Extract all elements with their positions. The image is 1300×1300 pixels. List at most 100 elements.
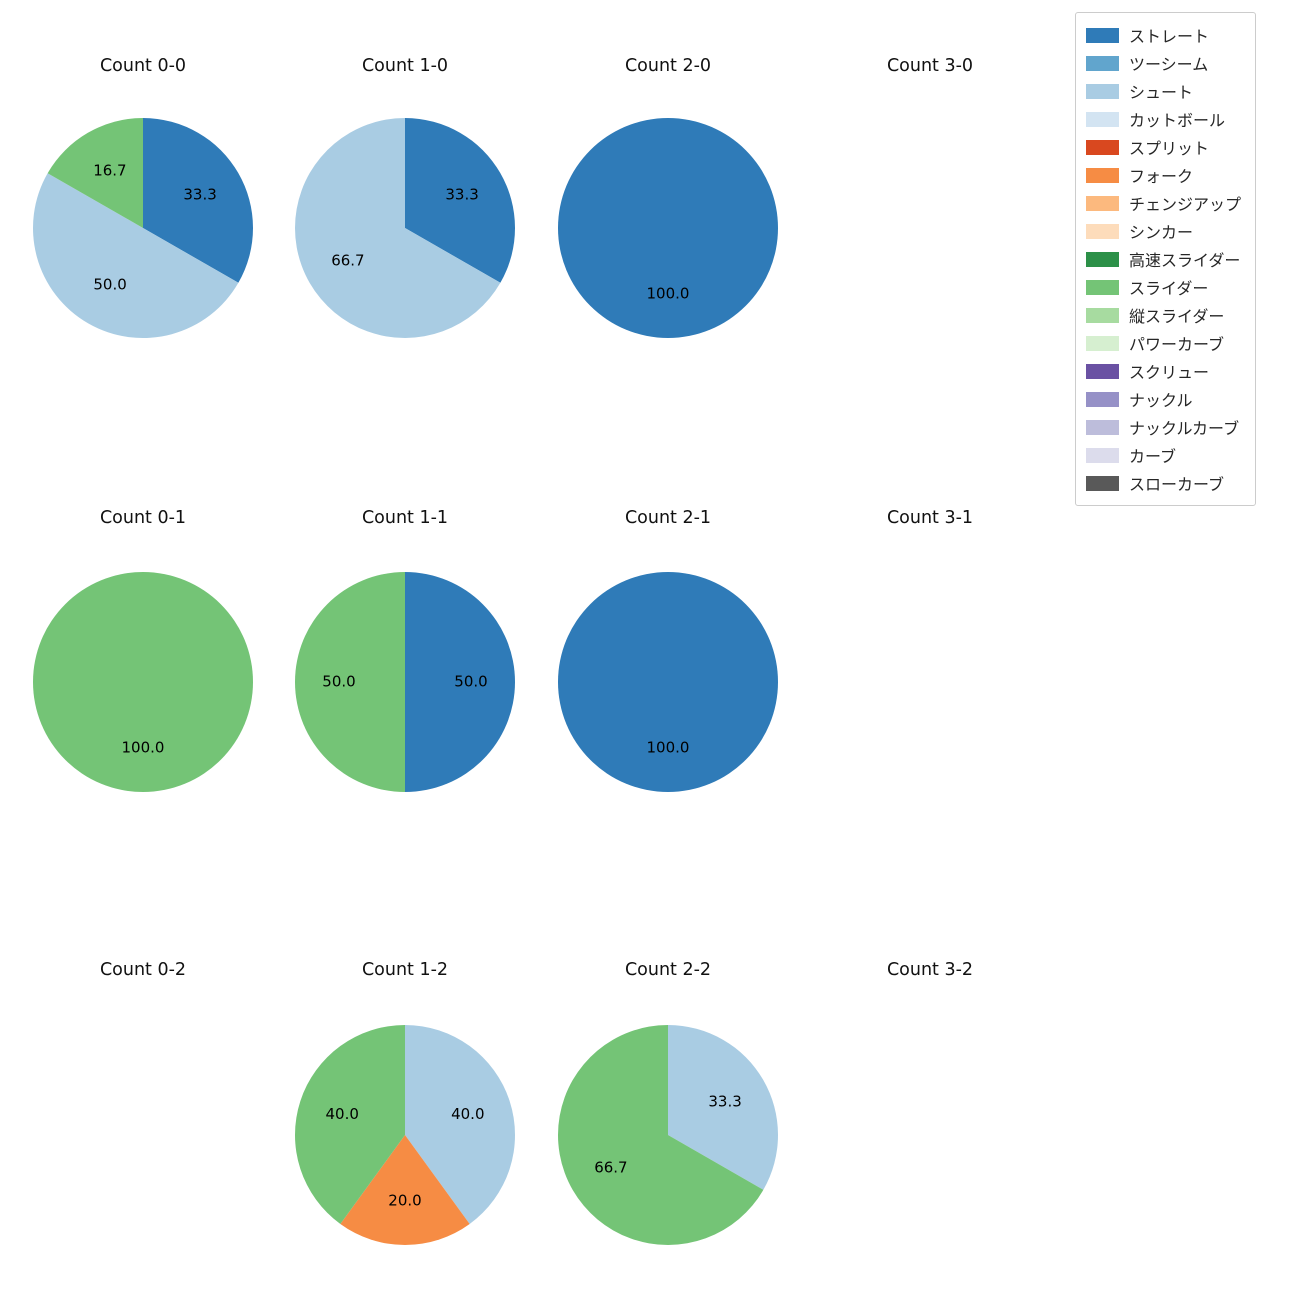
legend-item: ツーシーム	[1086, 49, 1241, 77]
legend-label: シュート	[1129, 83, 1194, 102]
slice-label: 50.0	[93, 276, 126, 294]
legend-item: カットボール	[1086, 105, 1241, 133]
legend-item: スローカーブ	[1086, 469, 1241, 497]
slice-label: 100.0	[647, 285, 690, 303]
legend-swatch	[1086, 419, 1119, 435]
slice-label: 50.0	[322, 673, 355, 691]
chart-title-count-3-0: Count 3-0	[886, 56, 974, 76]
legend-label: フォーク	[1129, 167, 1194, 186]
chart-title-count-1-2: Count 1-2	[361, 960, 449, 980]
legend-swatch	[1086, 307, 1119, 323]
legend-swatch	[1086, 223, 1119, 239]
legend-item: 縦スライダー	[1086, 301, 1241, 329]
pie-slice	[668, 1025, 779, 1190]
pie-chart-count-3-0	[815, 113, 1045, 343]
legend-label: チェンジアップ	[1129, 195, 1242, 214]
pie-chart-count-2-0: 100.0	[558, 118, 778, 338]
slice-label: 33.3	[183, 185, 216, 203]
pie-chart-count-1-0: 33.3 66.7	[295, 118, 516, 338]
slice-label: 66.7	[594, 1159, 627, 1177]
slice-label: 100.0	[647, 739, 690, 757]
legend-item: カーブ	[1086, 441, 1241, 469]
pie-slice	[340, 1135, 470, 1246]
pie-slice	[295, 572, 405, 792]
slice-label: 50.0	[454, 673, 487, 691]
slice-label: 33.3	[445, 185, 478, 203]
chart-title-count-0-1: Count 0-1	[99, 508, 187, 528]
pie-chart-count-0-0: 33.3 50.0 16.7	[32, 118, 254, 339]
legend-item: パワーカーブ	[1086, 329, 1241, 357]
legend-swatch	[1086, 475, 1119, 491]
legend-swatch	[1086, 447, 1119, 463]
slice-label: 66.7	[331, 252, 364, 270]
pie-slice	[405, 118, 516, 283]
legend-label: ナックル	[1129, 391, 1193, 410]
legend-label: 高速スライダー	[1129, 251, 1241, 270]
chart-title-count-2-2: Count 2-2	[624, 960, 712, 980]
pie-chart-count-1-2: 40.0 20.0 40.0	[294, 1025, 516, 1246]
chart-title-count-3-1: Count 3-1	[886, 508, 974, 528]
legend-item: チェンジアップ	[1086, 189, 1241, 217]
pie-chart-count-0-1: 100.0	[33, 572, 253, 792]
legend-label: カットボール	[1129, 111, 1226, 130]
pie-slice	[558, 1025, 764, 1245]
slice-label: 100.0	[122, 739, 165, 757]
pie-slice	[143, 118, 254, 283]
legend-label: 縦スライダー	[1129, 307, 1225, 326]
legend-item: スクリュー	[1086, 357, 1241, 385]
legend-swatch	[1086, 139, 1119, 155]
legend-items: ストレートツーシームシュートカットボール スプリットフォークチェンジアップ シンカー…	[1086, 21, 1241, 497]
pie-chart-count-2-1: 100.0	[558, 572, 778, 792]
legend-item: スプリット	[1086, 133, 1241, 161]
legend-swatch	[1086, 83, 1119, 99]
pie-chart-count-3-2	[815, 1020, 1045, 1250]
legend-swatch	[1086, 279, 1119, 295]
legend-item: ナックル	[1086, 385, 1241, 413]
legend-item: シュート	[1086, 77, 1241, 105]
chart-title-count-0-0: Count 0-0	[99, 56, 187, 76]
chart-title-count-0-2: Count 0-2	[99, 960, 187, 980]
legend: ストレートツーシームシュートカットボール スプリットフォークチェンジアップ シンカー…	[1075, 12, 1257, 506]
legend-item: スライダー	[1086, 273, 1241, 301]
chart-title-count-2-0: Count 2-0	[624, 56, 712, 76]
pie-chart-count-1-1: 50.0 50.0	[295, 572, 515, 792]
chart-title-count-2-1: Count 2-1	[624, 508, 712, 528]
pie-chart-count-2-2: 33.3 66.7	[558, 1025, 779, 1245]
chart-title-count-3-2: Count 3-2	[886, 960, 974, 980]
legend-swatch	[1086, 391, 1119, 407]
slice-label: 16.7	[93, 161, 126, 179]
legend-item: 高速スライダー	[1086, 245, 1241, 273]
pie-slice	[558, 118, 778, 338]
legend-swatch	[1086, 335, 1119, 351]
pie-chart-count-3-1	[815, 567, 1045, 797]
pie-slice	[294, 1025, 405, 1224]
pie-slice	[33, 572, 253, 792]
legend-swatch	[1086, 55, 1119, 71]
pie-slice	[32, 173, 239, 339]
legend-swatch	[1086, 111, 1119, 127]
legend-swatch	[1086, 363, 1119, 379]
legend-swatch	[1086, 195, 1119, 211]
pie-chart-count-0-2	[28, 1020, 258, 1250]
legend-label: シンカー	[1129, 223, 1194, 242]
legend-label: スプリット	[1129, 139, 1210, 158]
legend-item: シンカー	[1086, 217, 1241, 245]
legend-swatch	[1086, 251, 1119, 267]
chart-title-count-1-1: Count 1-1	[361, 508, 449, 528]
pie-slice	[405, 1025, 516, 1224]
legend-item: ストレート	[1086, 21, 1241, 49]
pie-slice	[47, 118, 143, 228]
legend-label: ストレート	[1129, 27, 1210, 46]
pie-slice	[405, 572, 515, 792]
legend-label: ナックルカーブ	[1129, 419, 1240, 438]
legend-label: ツーシーム	[1129, 55, 1209, 74]
slice-label: 40.0	[451, 1105, 484, 1123]
legend-swatch	[1086, 167, 1119, 183]
legend-label: カーブ	[1129, 447, 1177, 466]
legend-label: パワーカーブ	[1129, 335, 1225, 354]
slice-label: 20.0	[388, 1192, 421, 1210]
slice-label: 33.3	[708, 1092, 741, 1110]
pie-slice	[558, 572, 778, 792]
legend-label: スライダー	[1129, 279, 1209, 298]
